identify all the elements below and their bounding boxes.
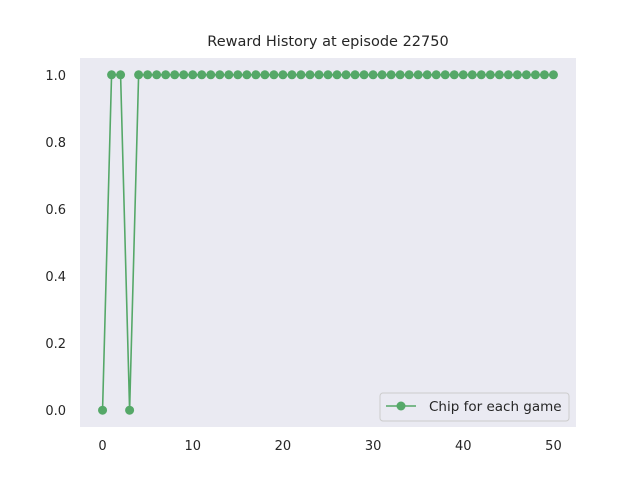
data-point bbox=[269, 70, 279, 80]
data-point bbox=[323, 70, 333, 80]
data-point bbox=[485, 70, 495, 80]
data-point bbox=[188, 70, 198, 80]
data-point bbox=[215, 70, 225, 80]
data-point bbox=[287, 70, 297, 80]
y-tick-label: 0.0 bbox=[45, 404, 66, 419]
data-point bbox=[305, 70, 315, 80]
x-tick-label: 10 bbox=[184, 439, 201, 454]
data-point bbox=[116, 70, 126, 80]
x-tick-label: 0 bbox=[98, 439, 106, 454]
data-point bbox=[179, 70, 189, 80]
data-point bbox=[251, 70, 261, 80]
data-point bbox=[548, 70, 558, 80]
x-tick-label: 40 bbox=[455, 439, 472, 454]
data-point bbox=[197, 70, 207, 80]
data-point bbox=[404, 70, 414, 80]
data-point bbox=[512, 70, 522, 80]
data-point bbox=[413, 70, 423, 80]
data-point bbox=[521, 70, 531, 80]
data-point bbox=[143, 70, 153, 80]
x-axis-ticks: 0 10 20 30 40 50 bbox=[98, 439, 561, 454]
series-layer bbox=[98, 70, 558, 415]
data-point bbox=[359, 70, 369, 80]
x-tick-label: 50 bbox=[545, 439, 562, 454]
data-point bbox=[503, 70, 513, 80]
data-point bbox=[242, 70, 252, 80]
data-point bbox=[539, 70, 549, 80]
data-point bbox=[152, 70, 162, 80]
data-point bbox=[440, 70, 450, 80]
y-axis-ticks: 0.0 0.2 0.4 0.6 0.8 1.0 bbox=[45, 69, 66, 419]
data-point bbox=[170, 70, 180, 80]
data-point bbox=[278, 70, 288, 80]
data-point bbox=[341, 70, 351, 80]
data-point bbox=[206, 70, 216, 80]
data-point bbox=[125, 405, 135, 415]
legend-box bbox=[379, 392, 570, 422]
y-tick-label: 0.2 bbox=[45, 337, 66, 352]
data-point bbox=[422, 70, 432, 80]
data-point bbox=[431, 70, 441, 80]
data-point bbox=[458, 70, 468, 80]
x-tick-label: 20 bbox=[275, 439, 292, 454]
data-point bbox=[98, 405, 108, 415]
y-tick-label: 1.0 bbox=[45, 69, 66, 84]
data-point bbox=[296, 70, 306, 80]
data-point bbox=[368, 70, 378, 80]
data-point bbox=[224, 70, 234, 80]
data-point bbox=[332, 70, 342, 80]
data-point bbox=[107, 70, 117, 80]
legend-marker-swatch bbox=[396, 401, 406, 411]
data-point bbox=[134, 70, 144, 80]
chart-title: Reward History at episode 22750 bbox=[207, 34, 449, 50]
data-point bbox=[395, 70, 405, 80]
data-point bbox=[314, 70, 324, 80]
data-point bbox=[377, 70, 387, 80]
data-point bbox=[449, 70, 459, 80]
y-tick-label: 0.8 bbox=[45, 136, 66, 151]
data-point bbox=[476, 70, 486, 80]
data-point bbox=[467, 70, 477, 80]
plot-area bbox=[80, 58, 576, 427]
x-tick-label: 30 bbox=[365, 439, 382, 454]
legend: Chip for each game bbox=[379, 392, 570, 422]
y-tick-label: 0.4 bbox=[45, 270, 66, 285]
data-point bbox=[494, 70, 504, 80]
data-point bbox=[350, 70, 360, 80]
data-point bbox=[530, 70, 540, 80]
y-tick-label: 0.6 bbox=[45, 203, 66, 218]
data-point bbox=[161, 70, 171, 80]
legend-label: Chip for each game bbox=[429, 399, 562, 415]
data-point bbox=[386, 70, 396, 80]
data-point bbox=[260, 70, 270, 80]
data-point bbox=[233, 70, 243, 80]
